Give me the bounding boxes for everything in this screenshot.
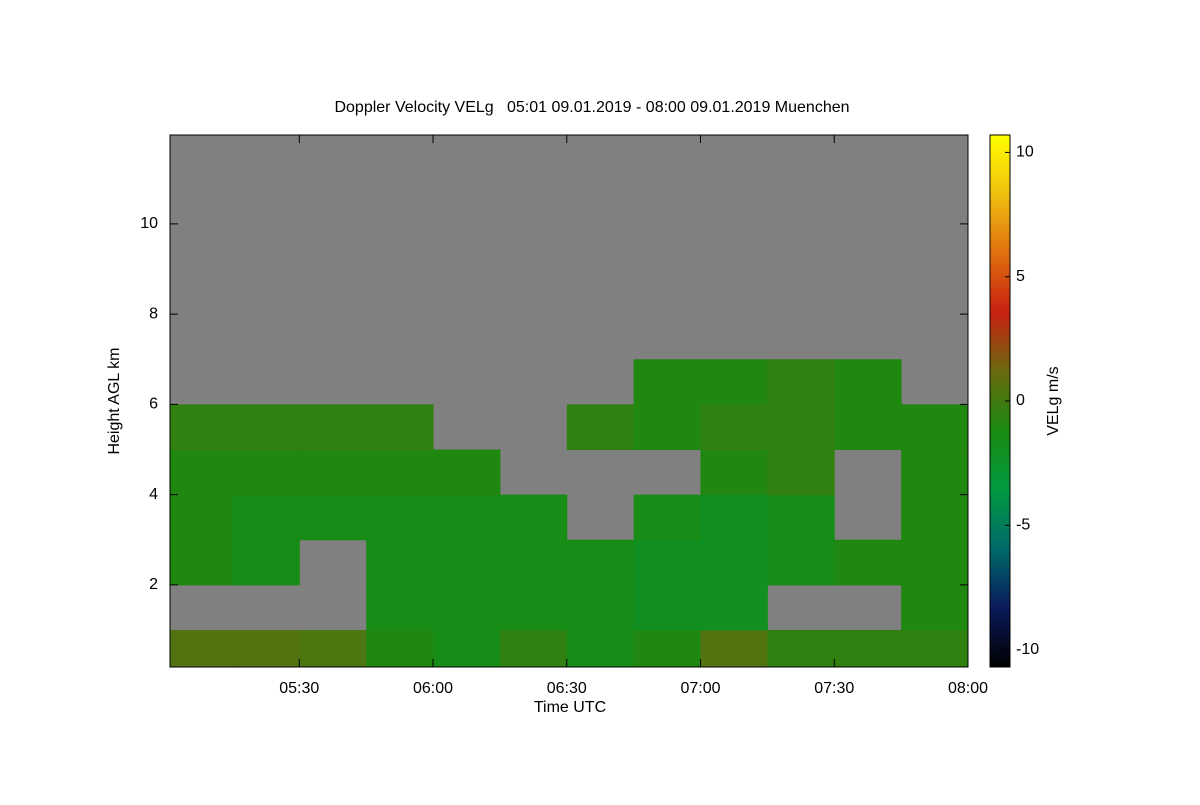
heat-cell <box>767 359 835 405</box>
heat-cell <box>633 359 702 405</box>
heat-cell <box>499 584 568 631</box>
heat-cell <box>366 584 434 631</box>
heat-cell <box>366 404 434 451</box>
heat-cell <box>232 494 300 541</box>
x-tick-label: 08:00 <box>948 680 988 697</box>
heat-cell <box>433 449 501 496</box>
heat-cell <box>433 494 501 541</box>
heat-cell <box>834 404 902 451</box>
plot-frame <box>169 134 969 668</box>
y-tick-label: 10 <box>140 215 158 232</box>
heat-cell <box>767 404 835 451</box>
heat-cell <box>700 629 768 668</box>
heat-cell <box>170 404 233 451</box>
heat-cell <box>433 584 501 631</box>
heat-cell <box>901 404 969 451</box>
colorbar-tick-label: 10 <box>1016 144 1034 161</box>
heat-cell <box>170 449 233 496</box>
heat-cell <box>901 494 969 541</box>
x-tick-label: 06:00 <box>413 680 453 697</box>
colorbar-tick-label: 0 <box>1016 392 1025 409</box>
heat-cell <box>767 494 835 541</box>
heat-cell <box>901 539 969 586</box>
heat-cell <box>767 539 835 586</box>
heat-cell <box>901 584 969 631</box>
heat-cell <box>433 629 501 668</box>
heat-cell <box>633 404 702 451</box>
x-axis-label: Time UTC <box>534 699 606 716</box>
chart-title: Doppler Velocity VELg 05:01 09.01.2019 -… <box>334 99 849 116</box>
heat-cell <box>170 539 233 586</box>
heat-cell <box>633 584 702 631</box>
heat-cell <box>232 404 300 451</box>
x-tick-label: 06:30 <box>547 680 587 697</box>
y-tick-label: 8 <box>149 305 158 322</box>
heat-cell <box>366 449 434 496</box>
heat-cell <box>566 539 635 586</box>
heat-cell <box>700 404 768 451</box>
x-tick-label: 07:30 <box>814 680 854 697</box>
heat-cell <box>633 494 702 541</box>
heat-cell <box>299 404 367 451</box>
heat-cell <box>170 494 233 541</box>
heat-cell <box>700 494 768 541</box>
heat-cell <box>633 629 702 668</box>
heat-cell <box>566 584 635 631</box>
y-tick-label: 2 <box>149 576 158 593</box>
x-tick-label: 07:00 <box>680 680 720 697</box>
heat-cell <box>700 359 768 405</box>
heat-cell <box>232 449 300 496</box>
y-tick-label: 6 <box>149 396 158 413</box>
heat-cell <box>232 539 300 586</box>
heat-cell <box>232 629 300 668</box>
colorbar-label: VELg m/s <box>1045 366 1062 435</box>
heat-cell <box>834 629 902 668</box>
colorbar-tick-label: 5 <box>1016 268 1025 285</box>
heat-cell <box>433 539 501 586</box>
heat-cell <box>901 449 969 496</box>
heat-cell <box>170 629 233 668</box>
heat-cell <box>299 494 367 541</box>
heat-cell <box>366 629 434 668</box>
heat-cell <box>901 629 969 668</box>
heat-cell <box>299 629 367 668</box>
x-tick-label: 05:30 <box>279 680 319 697</box>
heat-cell <box>499 494 568 541</box>
heat-cell <box>700 584 768 631</box>
heat-cell <box>767 629 835 668</box>
heat-cell <box>366 539 434 586</box>
heat-cell <box>299 449 367 496</box>
y-tick-label: 4 <box>149 486 158 503</box>
heat-cell <box>499 539 568 586</box>
heat-cell <box>767 449 835 496</box>
y-axis-label: Height AGL km <box>106 347 123 454</box>
heat-cell <box>700 449 768 496</box>
heat-cell <box>566 629 635 668</box>
colorbar-tick-label: -5 <box>1016 517 1030 534</box>
heat-cell <box>566 404 635 451</box>
heat-cell <box>499 629 568 668</box>
colorbar-tick-label: -10 <box>1016 641 1039 658</box>
heat-cell <box>633 539 702 586</box>
heat-cell <box>834 359 902 405</box>
heat-cell <box>834 539 902 586</box>
heat-cell <box>366 494 434 541</box>
heat-cell <box>700 539 768 586</box>
